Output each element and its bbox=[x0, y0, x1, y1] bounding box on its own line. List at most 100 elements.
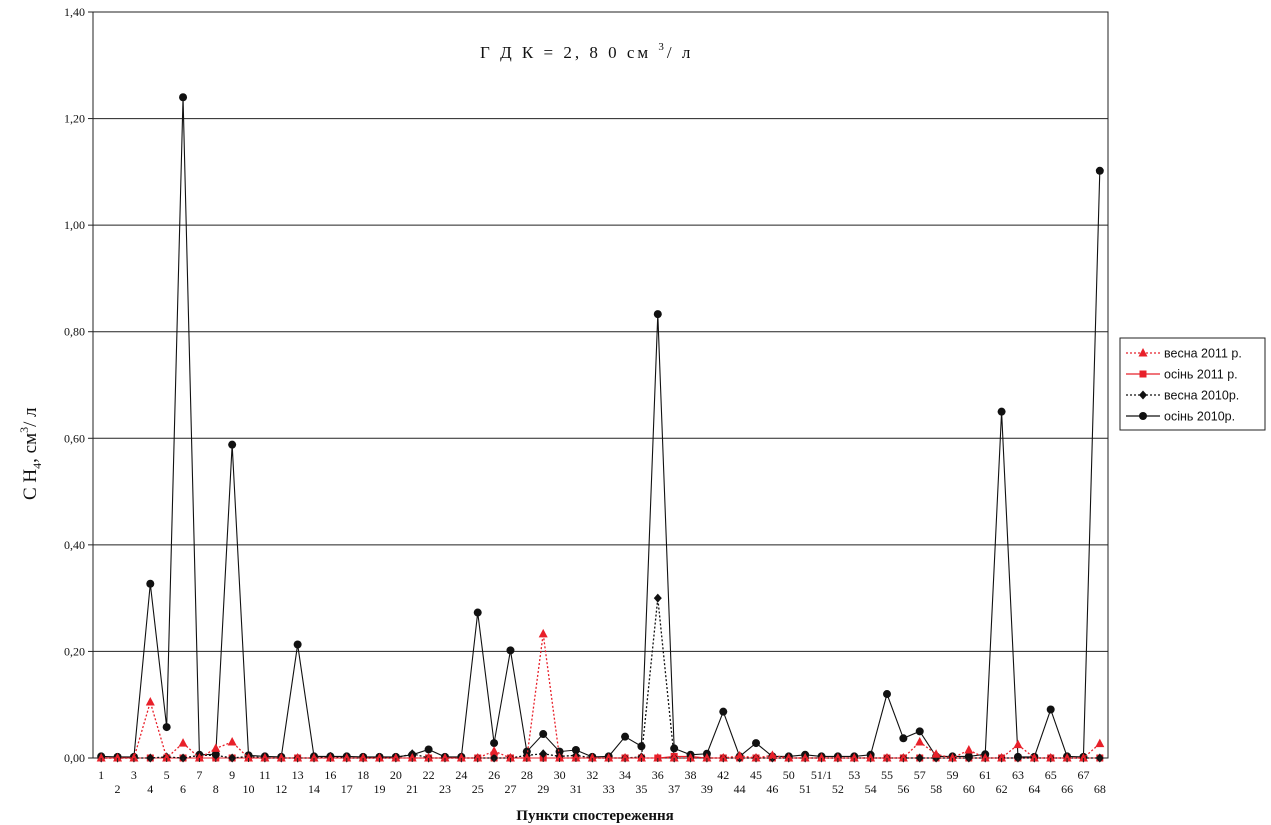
y-tick-label: 0,00 bbox=[64, 751, 85, 765]
data-point bbox=[179, 93, 188, 102]
x-tick-label: 61 bbox=[979, 768, 991, 782]
x-tick-label: 68 bbox=[1094, 782, 1106, 796]
x-tick-label: 22 bbox=[423, 768, 435, 782]
data-point bbox=[129, 753, 139, 762]
data-point bbox=[374, 753, 384, 762]
plot-frame bbox=[92, 11, 1109, 759]
x-tick-label: 32 bbox=[586, 768, 598, 782]
x-tick-label: 26 bbox=[488, 768, 500, 782]
series-line bbox=[101, 598, 1100, 759]
data-point bbox=[342, 753, 352, 762]
y-tick-label: 0,40 bbox=[64, 538, 85, 552]
x-tick-label: 13 bbox=[292, 768, 304, 782]
x-tick-label: 27 bbox=[504, 782, 516, 796]
x-tick-label: 30 bbox=[554, 768, 566, 782]
data-point bbox=[1046, 753, 1056, 762]
y-axis-label: С Н4, см3/ л bbox=[17, 407, 44, 500]
chart-title-main: Г Д К = 2, 8 0 см bbox=[480, 43, 658, 62]
x-tick-label: 5 bbox=[164, 768, 170, 782]
x-tick-label: 52 bbox=[832, 782, 844, 796]
legend-marker bbox=[1139, 390, 1147, 400]
legend-marker bbox=[1139, 370, 1147, 378]
data-point bbox=[538, 628, 548, 638]
data-point bbox=[522, 753, 532, 762]
x-tick-label: 67 bbox=[1077, 768, 1089, 782]
data-point bbox=[882, 753, 892, 762]
data-point bbox=[309, 753, 319, 762]
data-point bbox=[637, 742, 646, 751]
y-tick-label: 1,20 bbox=[64, 112, 85, 126]
data-point bbox=[833, 753, 843, 762]
x-tick-label: 3 bbox=[131, 768, 137, 782]
data-point bbox=[358, 753, 368, 762]
data-point bbox=[931, 749, 941, 758]
x-tick-label: 12 bbox=[275, 782, 287, 796]
x-tick-label: 34 bbox=[619, 768, 631, 782]
data-point bbox=[276, 753, 286, 762]
data-point bbox=[587, 753, 597, 762]
x-tick-label: 28 bbox=[521, 768, 533, 782]
data-point bbox=[146, 579, 155, 588]
data-point bbox=[228, 440, 237, 449]
data-point bbox=[947, 753, 957, 762]
x-tick-label: 64 bbox=[1028, 782, 1040, 796]
data-point bbox=[604, 753, 614, 762]
data-point bbox=[473, 608, 482, 617]
x-tick-label: 45 bbox=[750, 768, 762, 782]
data-point bbox=[636, 753, 646, 762]
x-tick-label: 55 bbox=[881, 768, 893, 782]
data-point bbox=[293, 640, 302, 649]
x-tick-label: 6 bbox=[180, 782, 186, 796]
x-tick-label: 53 bbox=[848, 768, 860, 782]
x-tick-label: 39 bbox=[701, 782, 713, 796]
y-label-sup: 3 bbox=[17, 427, 31, 433]
data-point bbox=[555, 753, 565, 762]
x-tick-label: 11 bbox=[259, 768, 271, 782]
data-point bbox=[620, 753, 630, 762]
data-point bbox=[325, 753, 335, 762]
x-tick-label: 37 bbox=[668, 782, 680, 796]
x-tick-label: 14 bbox=[308, 782, 320, 796]
data-point bbox=[407, 753, 417, 762]
x-tick-label: 65 bbox=[1045, 768, 1057, 782]
x-tick-label: 50 bbox=[783, 768, 795, 782]
data-point bbox=[162, 753, 172, 762]
x-tick-label: 9 bbox=[229, 768, 235, 782]
data-point bbox=[669, 753, 679, 762]
legend-label: осінь 2010р. bbox=[1164, 410, 1235, 424]
data-point bbox=[178, 738, 188, 747]
x-tick-label: 54 bbox=[865, 782, 877, 796]
data-point bbox=[997, 407, 1006, 416]
x-tick-label: 8 bbox=[213, 782, 219, 796]
x-tick-label: 7 bbox=[196, 768, 202, 782]
data-point bbox=[1013, 739, 1023, 749]
data-point bbox=[162, 723, 171, 732]
series-line bbox=[101, 97, 1101, 758]
data-point bbox=[621, 732, 630, 741]
x-tick-label: 59 bbox=[946, 768, 958, 782]
x-tick-label: 20 bbox=[390, 768, 402, 782]
data-point bbox=[490, 739, 499, 748]
y-tick-label: 0,20 bbox=[64, 644, 85, 658]
data-point bbox=[800, 753, 810, 762]
series-line bbox=[101, 633, 1101, 760]
x-tick-label: 17 bbox=[341, 782, 353, 796]
data-point bbox=[391, 753, 401, 762]
legend-label: весна 2011 р. bbox=[1164, 347, 1242, 361]
data-point bbox=[1095, 166, 1104, 175]
data-point bbox=[718, 753, 728, 762]
x-tick-label: 63 bbox=[1012, 768, 1024, 782]
data-point bbox=[997, 753, 1007, 762]
data-point bbox=[571, 753, 581, 762]
x-tick-label: 60 bbox=[963, 782, 975, 796]
x-tick-label: 56 bbox=[897, 782, 909, 796]
data-point bbox=[915, 727, 924, 736]
x-tick-label: 18 bbox=[357, 768, 369, 782]
y-tick-label: 0,60 bbox=[64, 431, 85, 445]
data-point bbox=[473, 753, 483, 762]
x-tick-label: 44 bbox=[734, 782, 746, 796]
axis-layer: 0,000,200,400,600,801,001,201,4012345678… bbox=[64, 5, 1106, 796]
x-tick-label: 35 bbox=[635, 782, 647, 796]
y-label-sub: 4 bbox=[30, 463, 44, 469]
data-point bbox=[145, 697, 155, 706]
